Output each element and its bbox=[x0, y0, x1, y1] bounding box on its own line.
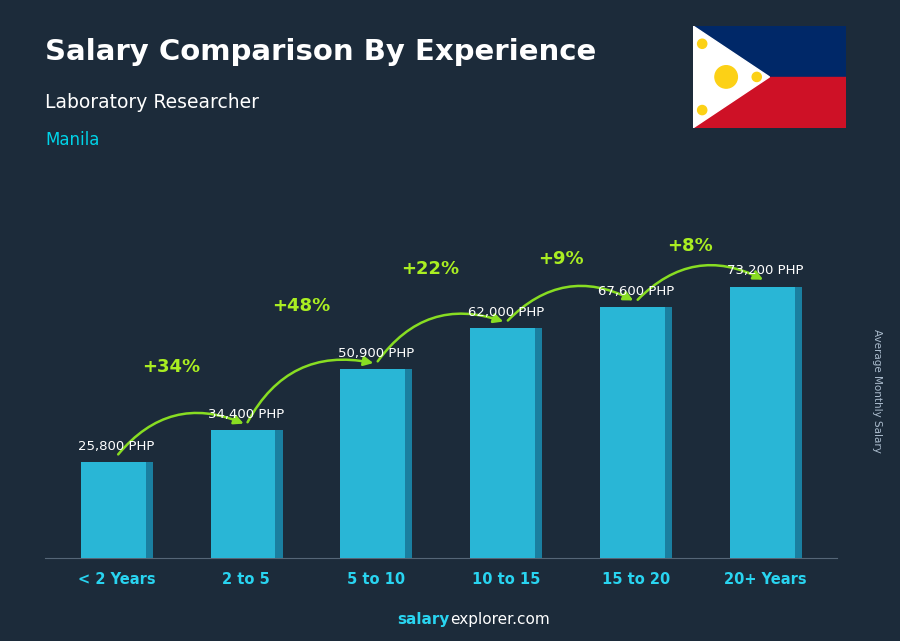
Text: 25,800 PHP: 25,800 PHP bbox=[78, 440, 155, 453]
Text: 73,200 PHP: 73,200 PHP bbox=[727, 264, 804, 278]
Bar bbox=[665, 307, 672, 558]
Bar bbox=[275, 430, 283, 558]
Bar bbox=[146, 462, 153, 558]
Text: 34,400 PHP: 34,400 PHP bbox=[208, 408, 284, 421]
Polygon shape bbox=[693, 26, 770, 128]
Text: +22%: +22% bbox=[401, 260, 460, 278]
Bar bbox=[340, 369, 412, 558]
Text: Salary Comparison By Experience: Salary Comparison By Experience bbox=[45, 38, 596, 67]
Text: 62,000 PHP: 62,000 PHP bbox=[468, 306, 544, 319]
Text: +9%: +9% bbox=[537, 250, 583, 268]
Bar bbox=[405, 369, 412, 558]
Text: 50,900 PHP: 50,900 PHP bbox=[338, 347, 414, 360]
Text: explorer.com: explorer.com bbox=[450, 612, 550, 627]
Bar bbox=[693, 77, 846, 128]
Circle shape bbox=[715, 65, 737, 88]
Text: +34%: +34% bbox=[142, 358, 200, 376]
Text: 67,600 PHP: 67,600 PHP bbox=[598, 285, 674, 298]
Bar bbox=[600, 307, 671, 558]
Bar bbox=[470, 328, 542, 558]
Text: +48%: +48% bbox=[272, 297, 330, 315]
Text: +8%: +8% bbox=[668, 237, 713, 255]
Text: salary: salary bbox=[398, 612, 450, 627]
Bar bbox=[536, 328, 543, 558]
Bar bbox=[730, 287, 801, 558]
Text: Manila: Manila bbox=[45, 131, 99, 149]
Text: Laboratory Researcher: Laboratory Researcher bbox=[45, 93, 259, 112]
Bar bbox=[81, 462, 152, 558]
Circle shape bbox=[698, 106, 706, 115]
Bar bbox=[211, 430, 282, 558]
Bar bbox=[693, 26, 846, 77]
Bar bbox=[795, 287, 802, 558]
Circle shape bbox=[698, 39, 706, 48]
Circle shape bbox=[752, 72, 761, 81]
Text: Average Monthly Salary: Average Monthly Salary bbox=[872, 329, 883, 453]
